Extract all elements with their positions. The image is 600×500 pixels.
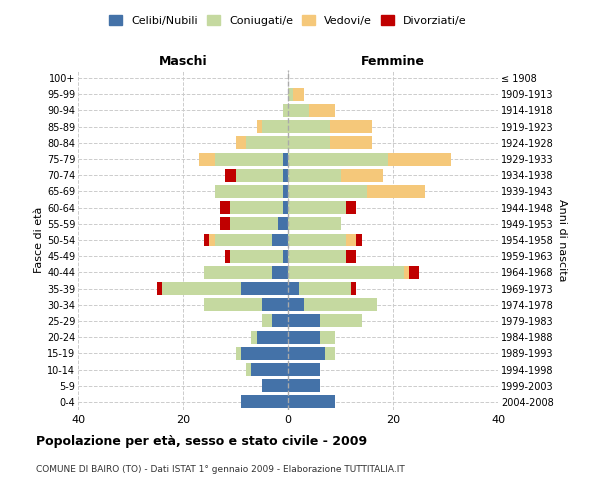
Bar [220, 201, 230, 214]
Bar [241, 282, 288, 295]
Bar [320, 330, 335, 344]
Bar [241, 396, 288, 408]
Bar [225, 169, 235, 181]
Bar [204, 266, 272, 279]
Bar [272, 266, 288, 279]
Y-axis label: Fasce di età: Fasce di età [34, 207, 44, 273]
Bar [409, 266, 419, 279]
Bar [288, 218, 341, 230]
Bar [320, 314, 361, 328]
Bar [251, 330, 257, 344]
Bar [288, 379, 320, 392]
Bar [288, 120, 330, 133]
Bar [230, 218, 277, 230]
Bar [262, 298, 288, 311]
Bar [209, 234, 215, 246]
Bar [309, 104, 335, 117]
Bar [235, 169, 283, 181]
Text: COMUNE DI BAIRO (TO) - Dati ISTAT 1° gennaio 2009 - Elaborazione TUTTITALIA.IT: COMUNE DI BAIRO (TO) - Dati ISTAT 1° gen… [36, 465, 405, 474]
Bar [251, 363, 288, 376]
Bar [346, 250, 356, 262]
Bar [230, 201, 283, 214]
Bar [288, 152, 388, 166]
Bar [257, 330, 288, 344]
Bar [288, 347, 325, 360]
Bar [262, 314, 272, 328]
Bar [262, 379, 288, 392]
Text: Popolazione per età, sesso e stato civile - 2009: Popolazione per età, sesso e stato civil… [36, 435, 367, 448]
Bar [288, 88, 293, 101]
Bar [288, 234, 346, 246]
Bar [288, 169, 341, 181]
Legend: Celibi/Nubili, Coniugati/e, Vedovi/e, Divorziati/e: Celibi/Nubili, Coniugati/e, Vedovi/e, Di… [105, 10, 471, 30]
Bar [246, 363, 251, 376]
Bar [351, 282, 356, 295]
Bar [288, 396, 335, 408]
Text: Maschi: Maschi [158, 56, 208, 68]
Bar [272, 314, 288, 328]
Bar [330, 120, 372, 133]
Bar [404, 266, 409, 279]
Bar [215, 234, 272, 246]
Y-axis label: Anni di nascita: Anni di nascita [557, 198, 568, 281]
Bar [235, 347, 241, 360]
Bar [204, 298, 262, 311]
Bar [283, 169, 288, 181]
Bar [272, 234, 288, 246]
Bar [235, 136, 246, 149]
Bar [215, 152, 283, 166]
Bar [283, 104, 288, 117]
Bar [220, 218, 230, 230]
Bar [288, 363, 320, 376]
Bar [288, 104, 309, 117]
Bar [330, 136, 372, 149]
Bar [288, 136, 330, 149]
Bar [293, 88, 304, 101]
Bar [304, 298, 377, 311]
Bar [199, 152, 215, 166]
Bar [325, 347, 335, 360]
Bar [241, 347, 288, 360]
Bar [283, 185, 288, 198]
Bar [246, 136, 288, 149]
Bar [288, 298, 304, 311]
Bar [230, 250, 283, 262]
Bar [346, 201, 356, 214]
Bar [283, 201, 288, 214]
Bar [288, 282, 299, 295]
Bar [388, 152, 451, 166]
Bar [288, 330, 320, 344]
Bar [346, 234, 356, 246]
Bar [162, 282, 241, 295]
Bar [367, 185, 425, 198]
Bar [288, 266, 404, 279]
Bar [283, 250, 288, 262]
Bar [262, 120, 288, 133]
Bar [277, 218, 288, 230]
Bar [283, 152, 288, 166]
Bar [204, 234, 209, 246]
Text: Femmine: Femmine [361, 56, 425, 68]
Bar [215, 185, 283, 198]
Bar [257, 120, 262, 133]
Bar [288, 201, 346, 214]
Bar [288, 250, 346, 262]
Bar [157, 282, 162, 295]
Bar [288, 185, 367, 198]
Bar [225, 250, 230, 262]
Bar [288, 314, 320, 328]
Bar [299, 282, 351, 295]
Bar [356, 234, 361, 246]
Bar [341, 169, 383, 181]
